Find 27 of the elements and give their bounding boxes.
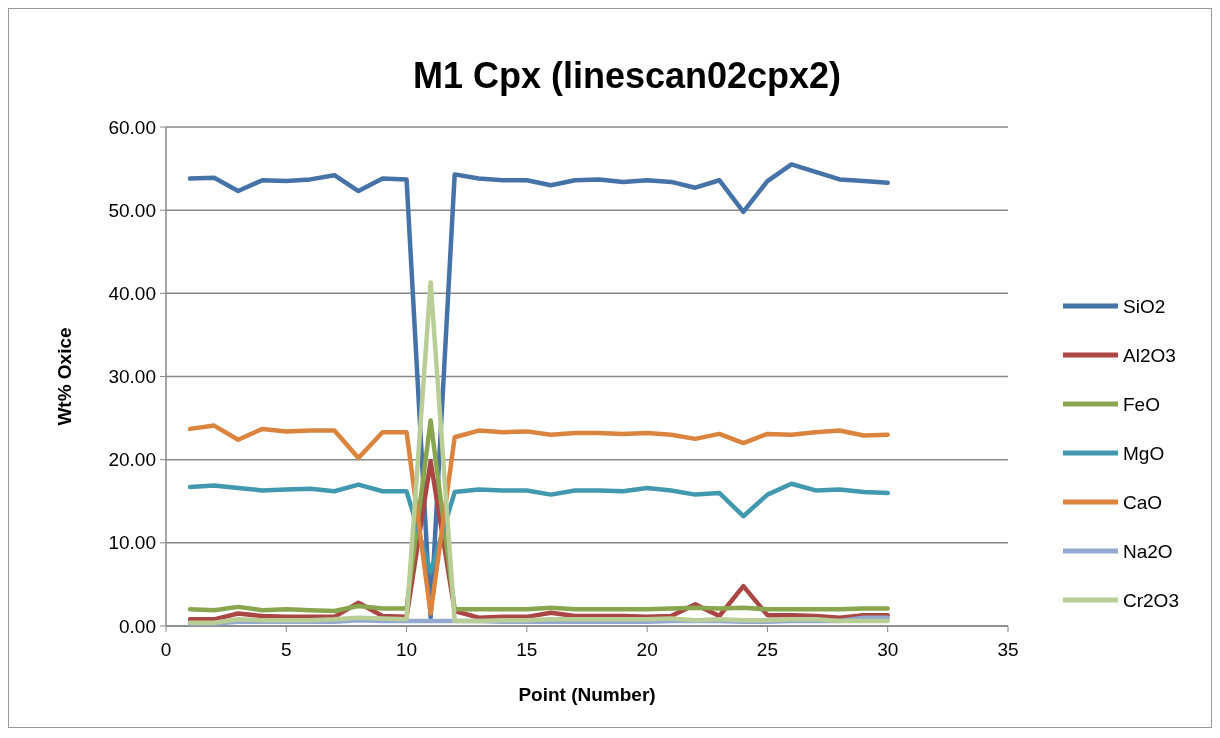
x-tick-label: 5 xyxy=(281,639,292,660)
x-tick-label: 10 xyxy=(396,639,418,660)
y-tick-label: 10.00 xyxy=(108,532,156,554)
legend-label: Cr2O3 xyxy=(1123,589,1179,611)
x-tick-label: 0 xyxy=(160,639,172,660)
y-axis-title: Wt% Oxice xyxy=(54,327,75,426)
y-tick-label: 20.00 xyxy=(108,449,156,471)
x-tick-label: 25 xyxy=(756,639,778,660)
legend-label: SiO2 xyxy=(1123,295,1166,317)
legend-label: FeO xyxy=(1123,393,1160,415)
y-tick-label: 40.00 xyxy=(108,282,156,304)
legend-label: Al2O3 xyxy=(1123,344,1176,366)
y-tick-label: 0.00 xyxy=(119,615,156,637)
chart-title: M1 Cpx (linescan02cpx2) xyxy=(412,55,842,96)
line-series xyxy=(187,280,890,625)
line-series xyxy=(187,481,890,575)
y-tick-label: 50.00 xyxy=(108,199,156,221)
y-tick-label: 30.00 xyxy=(108,366,156,388)
legend-label: CaO xyxy=(1123,491,1163,513)
x-tick-label: 15 xyxy=(516,639,538,660)
legend-label: Na2O xyxy=(1123,540,1173,562)
x-axis-title: Point (Number) xyxy=(518,684,656,705)
x-tick-label: 30 xyxy=(877,639,899,660)
x-tick-label: 20 xyxy=(636,639,658,660)
legend-label: MgO xyxy=(1123,442,1165,464)
x-tick-label: 35 xyxy=(997,639,1019,660)
y-tick-label: 60.00 xyxy=(108,116,156,138)
